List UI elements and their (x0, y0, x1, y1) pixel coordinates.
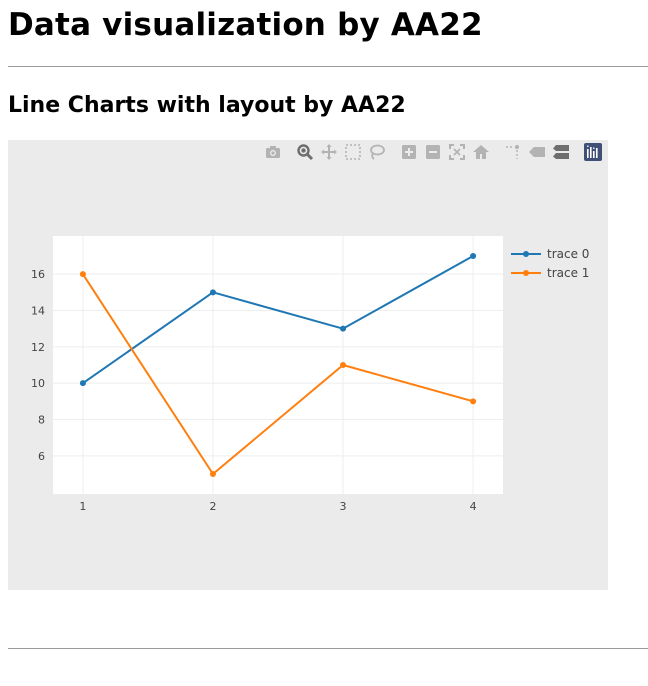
y-tick-label: 8 (38, 414, 45, 427)
reset-axes-icon[interactable] (472, 143, 490, 161)
data-point-series-1[interactable] (340, 362, 347, 368)
zoom-icon[interactable] (296, 143, 314, 161)
x-tick-label: 1 (79, 500, 86, 513)
zoom-out-icon[interactable] (424, 143, 442, 161)
data-point-series-1[interactable] (470, 398, 477, 405)
x-tick-label: 4 (470, 500, 477, 513)
series-line-1[interactable] (82, 273, 474, 476)
legend-label[interactable]: trace 0 (547, 247, 589, 261)
modebar (264, 143, 608, 161)
y-tick-label: 6 (38, 450, 45, 463)
legend-label[interactable]: trace 1 (547, 266, 589, 280)
data-point-series-0[interactable] (470, 252, 477, 259)
spike-lines-icon[interactable] (504, 143, 522, 161)
box-select-icon[interactable] (344, 143, 362, 161)
zoom-in-icon[interactable] (400, 143, 418, 161)
camera-icon[interactable] (264, 143, 282, 161)
lasso-icon[interactable] (368, 143, 386, 161)
section-title: Line Charts with layout by AA22 (8, 93, 406, 118)
series-line-0[interactable] (82, 255, 474, 384)
data-point-series-0[interactable] (79, 380, 86, 387)
plot-area[interactable] (53, 236, 503, 494)
x-tick-label: 2 (209, 500, 216, 513)
divider-top (8, 66, 648, 67)
pan-icon[interactable] (320, 143, 338, 161)
y-tick-label: 12 (31, 341, 45, 354)
y-tick-label: 16 (31, 268, 45, 281)
data-point-series-1[interactable] (79, 271, 86, 278)
y-tick-label: 14 (31, 304, 45, 317)
hover-closest-icon[interactable] (528, 143, 546, 161)
y-tick-label: 10 (31, 377, 45, 390)
autoscale-icon[interactable] (448, 143, 466, 161)
plot-container[interactable]: 1 2 3 4 6 8 10 12 14 16 trace 0 trace 1 (8, 140, 608, 590)
hover-compare-icon[interactable] (552, 143, 570, 161)
divider-bottom (8, 648, 648, 649)
data-point-series-0[interactable] (209, 289, 216, 296)
plotly-logo-icon[interactable] (584, 143, 602, 161)
page-title: Data visualization by AA22 (8, 7, 483, 43)
legend-swatch-marker[interactable] (523, 251, 529, 257)
legend-swatch-marker[interactable] (523, 270, 529, 276)
data-point-series-1[interactable] (209, 471, 216, 478)
x-tick-label: 3 (340, 500, 347, 513)
data-point-series-0[interactable] (340, 325, 347, 332)
